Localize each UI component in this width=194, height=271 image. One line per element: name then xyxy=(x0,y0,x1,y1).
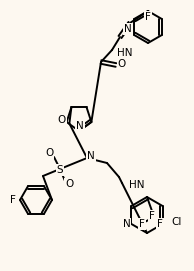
Text: O: O xyxy=(57,115,66,125)
Text: N: N xyxy=(123,219,130,229)
Text: F: F xyxy=(10,195,16,205)
Text: F: F xyxy=(145,12,151,22)
Text: N: N xyxy=(76,121,84,131)
Text: Cl: Cl xyxy=(171,217,182,227)
Text: O: O xyxy=(118,59,126,69)
Text: F: F xyxy=(157,219,163,229)
Text: F: F xyxy=(139,219,145,229)
Text: O: O xyxy=(45,148,53,158)
Text: S: S xyxy=(57,165,63,175)
Text: N: N xyxy=(124,24,132,34)
Text: HN: HN xyxy=(117,48,133,58)
Text: HN: HN xyxy=(129,180,145,190)
Text: O: O xyxy=(65,179,73,189)
Text: N: N xyxy=(87,151,95,161)
Text: F: F xyxy=(149,211,155,221)
